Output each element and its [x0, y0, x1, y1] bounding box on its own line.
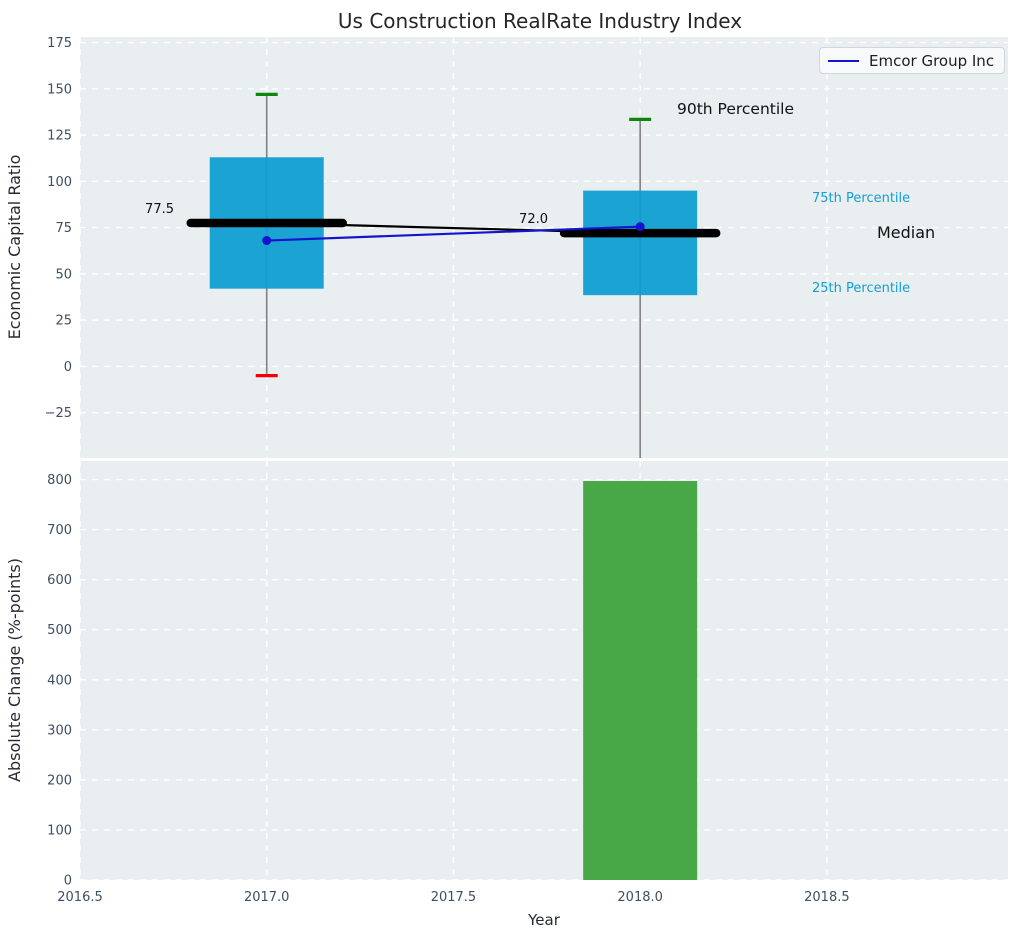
y-tick-label: 600 — [47, 573, 72, 588]
y-tick-label: 125 — [47, 129, 72, 144]
y-tick-label: 75 — [55, 221, 72, 236]
y-tick-label: 150 — [47, 82, 72, 97]
y-tick-label: 100 — [47, 175, 72, 190]
y-tick-label: 0 — [64, 360, 72, 375]
bottom-y-axis-label: Absolute Change (%-points) — [5, 558, 24, 782]
x-axis-label: Year — [527, 911, 561, 929]
annotation-75th-percentile: 75th Percentile — [812, 191, 910, 206]
tick-labels: 175 150 125 100 75 50 25 0 −25 800 700 600 500 400 300… — [45, 36, 850, 905]
chart-title: Us Construction RealRate Industry Index — [338, 9, 742, 33]
legend: Emcor Group Inc — [819, 47, 1005, 74]
x-tick-label: 2016.5 — [57, 890, 103, 905]
y-tick-label: 200 — [47, 773, 72, 788]
x-tick-label: 2018.5 — [804, 890, 850, 905]
x-tick-label: 2018.0 — [617, 890, 663, 905]
y-tick-label: 700 — [47, 523, 72, 538]
top-y-axis-label: Economic Capital Ratio — [5, 155, 24, 340]
y-tick-label: 300 — [47, 723, 72, 738]
change-bar — [583, 481, 698, 880]
y-tick-label: 50 — [55, 267, 72, 282]
y-tick-label: 25 — [55, 314, 72, 329]
top-chart-content — [186, 92, 721, 458]
y-tick-label: 175 — [47, 36, 72, 51]
annotation-25th-percentile: 25th Percentile — [812, 281, 910, 296]
y-tick-label: 800 — [47, 473, 72, 488]
iqr-box — [583, 190, 698, 296]
series-line — [266, 225, 641, 242]
median-value-label-2018: 72.0 — [519, 212, 548, 227]
bottom-plot-area — [80, 461, 1008, 880]
y-tick-label: 0 — [64, 874, 72, 889]
series-marker — [635, 222, 645, 232]
legend-line-sample — [828, 59, 859, 62]
x-tick-label: 2017.5 — [431, 890, 477, 905]
y-tick-label: 400 — [47, 673, 72, 688]
legend-label: Emcor Group Inc — [869, 51, 995, 70]
annotation-median: Median — [877, 223, 935, 242]
median-value-label-2017: 77.5 — [145, 202, 174, 217]
x-tick-label: 2017.0 — [244, 890, 290, 905]
y-tick-label: 100 — [47, 823, 72, 838]
y-tick-label: −25 — [45, 406, 72, 421]
annotation-90th-percentile: 90th Percentile — [677, 100, 794, 118]
bottom-chart-content — [583, 481, 698, 880]
y-tick-label: 500 — [47, 623, 72, 638]
series-marker — [262, 236, 272, 246]
